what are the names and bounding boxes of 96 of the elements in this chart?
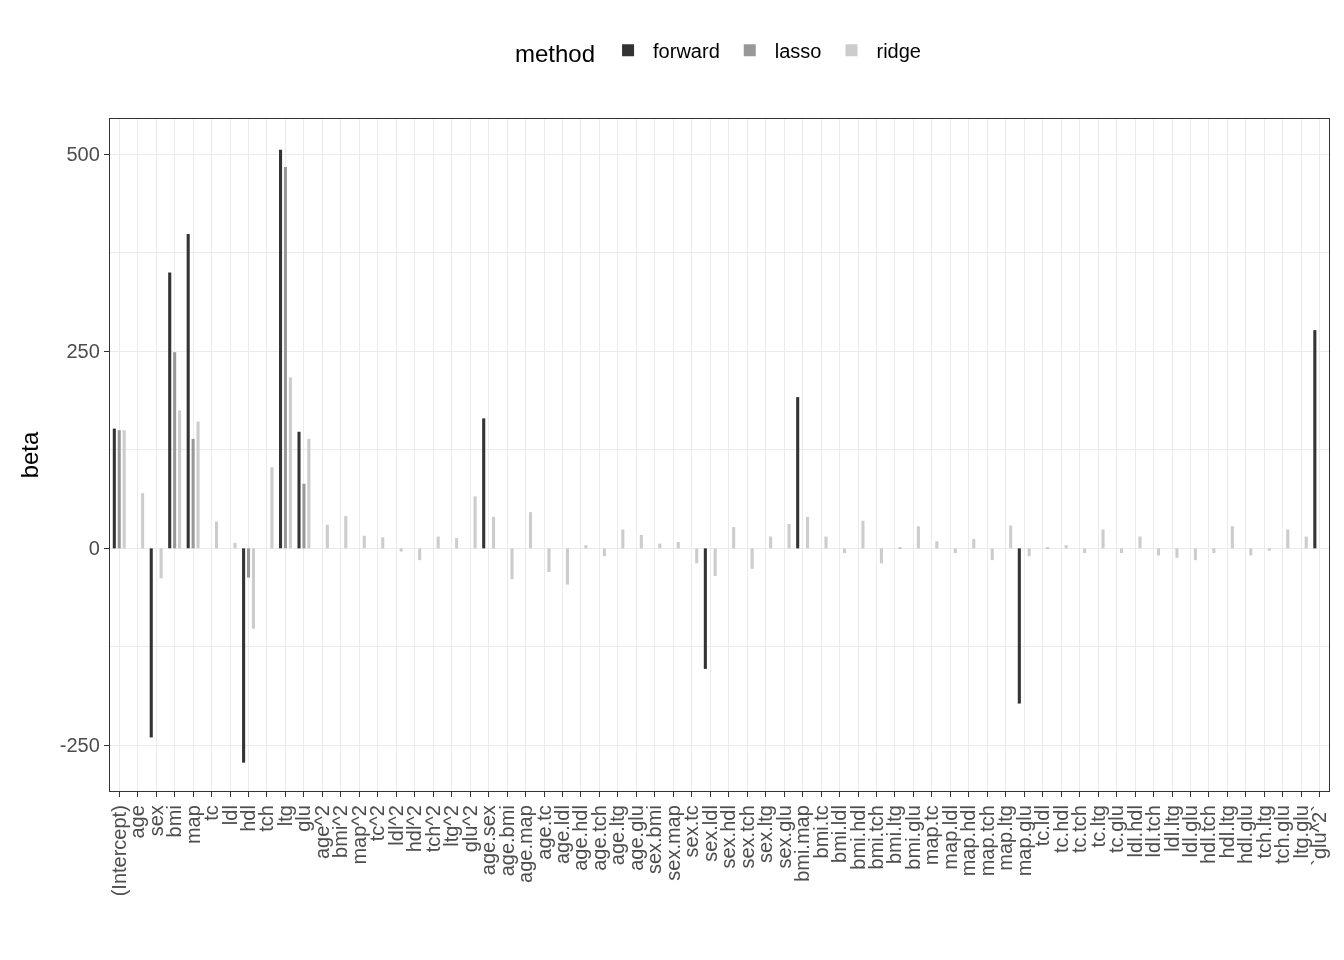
bar — [196, 421, 200, 549]
bar — [1017, 548, 1021, 704]
bar — [297, 431, 301, 549]
x-tick-label: map^2 — [347, 805, 370, 865]
bar — [1083, 548, 1087, 554]
x-tick-label: hdl.ltg — [1215, 805, 1238, 859]
x-tick-label: sex.map — [661, 805, 684, 881]
bar — [112, 428, 116, 549]
bar — [233, 542, 237, 549]
bar — [1267, 548, 1271, 551]
x-tick-label: ldl.tch — [1142, 805, 1165, 858]
legend-title: method — [515, 40, 596, 67]
bar — [251, 548, 255, 629]
bar — [1101, 529, 1105, 549]
bar — [1138, 536, 1142, 549]
bar — [916, 526, 920, 549]
bar — [246, 548, 251, 578]
bar — [381, 537, 385, 549]
bar — [703, 548, 707, 669]
bar — [713, 548, 717, 576]
bar — [191, 438, 195, 549]
bar — [528, 512, 533, 549]
bar — [1313, 330, 1317, 549]
bar — [214, 521, 219, 549]
bar — [473, 496, 477, 549]
bar — [769, 536, 773, 549]
bar — [1119, 548, 1124, 554]
bar — [1304, 536, 1308, 549]
bar — [953, 548, 957, 554]
bar — [288, 377, 292, 549]
bar — [492, 516, 496, 549]
bar — [242, 548, 246, 763]
bar — [302, 483, 306, 549]
bar — [1230, 526, 1234, 549]
bar — [1156, 548, 1160, 556]
bar — [122, 430, 126, 549]
bar — [344, 516, 348, 549]
bar — [362, 535, 366, 549]
bar — [1249, 548, 1253, 556]
bar — [879, 548, 883, 564]
bar — [325, 524, 329, 549]
bar — [806, 516, 810, 549]
bar — [1175, 548, 1179, 558]
bar — [117, 430, 121, 549]
y-tick-label: 500 — [66, 143, 100, 166]
bar — [602, 548, 606, 557]
bar — [168, 272, 172, 549]
bar — [990, 548, 994, 561]
bar — [787, 523, 791, 549]
bar — [186, 234, 190, 549]
bar — [482, 418, 486, 549]
bar — [732, 527, 736, 549]
bar — [676, 542, 680, 549]
bar — [436, 536, 440, 549]
bar — [399, 548, 403, 552]
bar — [178, 410, 182, 549]
bar — [972, 538, 976, 549]
bar — [307, 438, 311, 549]
legend-label: ridge — [876, 40, 921, 63]
bar — [565, 548, 569, 585]
bar — [1027, 548, 1031, 557]
bar — [1009, 525, 1013, 549]
bar — [1212, 548, 1216, 554]
bar — [149, 548, 153, 738]
legend-label: forward — [653, 40, 720, 63]
bar — [621, 529, 625, 549]
x-tick-label: (Intercept) — [107, 805, 130, 897]
x-tick-label: ldl — [218, 805, 241, 826]
bar — [270, 467, 274, 549]
bar — [824, 536, 828, 549]
bar — [584, 545, 588, 549]
bar — [695, 548, 699, 564]
y-tick-label: 250 — [66, 340, 100, 363]
bar — [173, 352, 177, 549]
bar — [159, 548, 163, 579]
legend-label: lasso — [774, 40, 822, 63]
bar — [455, 538, 459, 549]
bar — [842, 548, 847, 554]
y-axis-title: beta — [15, 431, 43, 479]
bar — [1064, 545, 1068, 549]
bar — [1286, 529, 1290, 549]
bar — [547, 548, 551, 572]
bar — [861, 520, 865, 549]
bar — [750, 548, 754, 569]
y-tick-label: 0 — [88, 537, 100, 560]
bar — [141, 493, 145, 549]
bar — [418, 548, 422, 561]
x-tick-label: tch — [255, 805, 278, 832]
bar — [796, 397, 800, 549]
bar — [283, 167, 287, 549]
bar — [639, 534, 643, 549]
bar — [935, 541, 939, 549]
bar — [510, 548, 514, 580]
y-tick-label: -250 — [59, 734, 100, 757]
bar — [1193, 548, 1197, 561]
bar — [279, 149, 283, 549]
